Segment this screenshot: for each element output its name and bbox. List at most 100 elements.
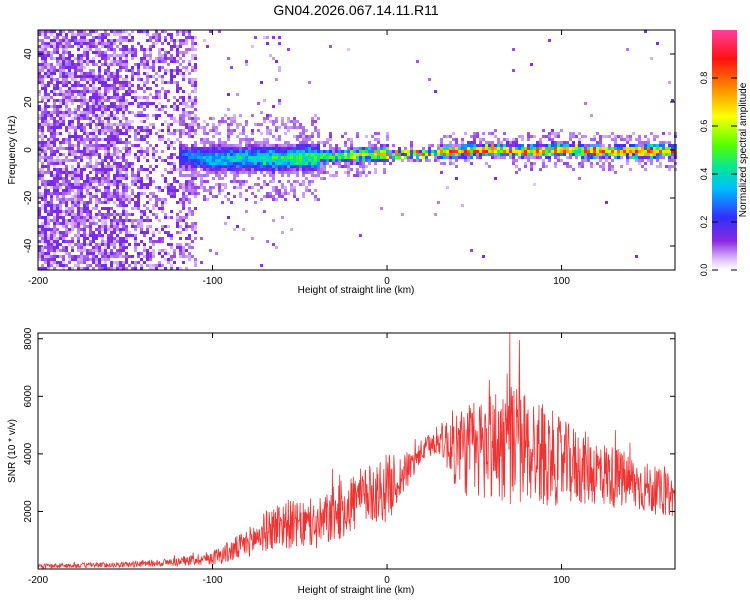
spectrogram-cell	[47, 126, 50, 129]
spectrogram-cell	[110, 243, 113, 246]
spectrogram-cell	[119, 81, 122, 84]
spectrogram-cell	[164, 120, 167, 123]
spectrogram-cell	[167, 42, 170, 45]
spectrogram-cell	[191, 39, 194, 42]
spectrogram-cell	[440, 162, 443, 165]
spectrogram-cell	[38, 144, 41, 147]
spectrogram-cell	[53, 150, 56, 153]
spectrogram-cell	[365, 153, 368, 156]
spectrogram-cell	[41, 75, 44, 78]
spectrogram-cell	[83, 141, 86, 144]
spectrogram-cell	[131, 213, 134, 216]
spectrogram-cell	[188, 243, 191, 246]
spectrogram-cell	[101, 123, 104, 126]
spectrogram-cell	[155, 213, 158, 216]
spectrogram-cell	[47, 162, 50, 165]
spectrogram-cell	[161, 87, 164, 90]
spectrogram-cell	[170, 69, 173, 72]
spectrogram-cell	[596, 141, 599, 144]
spectrogram-cell	[560, 144, 563, 147]
spectrogram-cell	[482, 144, 485, 147]
spectrogram-cell	[152, 192, 155, 195]
spectrogram-cell	[44, 183, 47, 186]
spectrogram-cell	[179, 123, 182, 126]
spectrogram-cell	[74, 69, 77, 72]
spectrogram-cell	[266, 42, 269, 45]
spectrogram-cell	[47, 210, 50, 213]
spectrogram-cell	[635, 156, 638, 159]
spectrogram-cell	[164, 111, 167, 114]
spectrogram-cell	[323, 162, 326, 165]
spectrogram-cell	[161, 54, 164, 57]
spectrogram-cell	[482, 153, 485, 156]
spectrogram-cell	[107, 195, 110, 198]
spectrogram-cell	[92, 267, 95, 270]
spectrogram-cell	[41, 240, 44, 243]
spectrogram-cell	[77, 198, 80, 201]
spectrogram-cell	[104, 90, 107, 93]
spectrogram-cell	[50, 39, 53, 42]
spectrogram-cell	[179, 267, 182, 270]
spectrogram-cell	[59, 234, 62, 237]
spectrogram-cell	[188, 210, 191, 213]
spectrogram-cell	[296, 150, 299, 153]
spectrogram-cell	[110, 87, 113, 90]
spectrogram-cell	[95, 234, 98, 237]
spectrogram-cell	[137, 87, 140, 90]
spectrogram-cell	[80, 153, 83, 156]
spectrogram-cell	[155, 267, 158, 270]
spectrogram-cell	[353, 150, 356, 153]
spectrogram-cell	[398, 156, 401, 159]
spectrogram-cell	[188, 213, 191, 216]
spectrogram-cell	[125, 57, 128, 60]
spectrogram-cell	[185, 186, 188, 189]
spectrogram-cell	[110, 114, 113, 117]
spectrogram-cell	[161, 129, 164, 132]
spectrogram-cell	[101, 207, 104, 210]
spectrogram-cell	[203, 153, 206, 156]
spectrogram-cell	[644, 153, 647, 156]
spectrogram-cell	[113, 63, 116, 66]
spectrogram-cell	[65, 66, 68, 69]
spectrogram-cell	[140, 192, 143, 195]
spectrogram-cell	[56, 48, 59, 51]
spectrogram-cell	[143, 261, 146, 264]
spectrogram-cell	[53, 90, 56, 93]
spectrogram-cell	[38, 240, 41, 243]
spectrogram-cell	[101, 159, 104, 162]
spectrogram-cell	[53, 168, 56, 171]
spectrogram-cell	[119, 171, 122, 174]
spectrogram-cell	[80, 102, 83, 105]
spectrogram-cell	[155, 84, 158, 87]
spectrogram-cell	[518, 147, 521, 150]
spectrogram-cell	[41, 51, 44, 54]
spectrogram-cell	[122, 30, 125, 33]
spectrogram-cell	[668, 168, 671, 171]
spectrogram-cell	[305, 153, 308, 156]
spectrogram-cell	[188, 246, 191, 249]
spectrogram-cell	[119, 156, 122, 159]
spectrogram-cell	[212, 177, 215, 180]
spectrogram-cell	[218, 30, 221, 33]
spectrogram-cell	[113, 201, 116, 204]
spectrogram-cell	[140, 63, 143, 66]
spectrogram-cell	[275, 126, 278, 129]
spectrogram-cell	[44, 186, 47, 189]
spectrogram-cell	[110, 78, 113, 81]
spectrogram-cell	[170, 123, 173, 126]
spectrogram-cell	[158, 237, 161, 240]
spectrogram-cell	[107, 87, 110, 90]
spectrogram-cell	[92, 234, 95, 237]
spectrogram-cell	[626, 141, 629, 144]
spectrogram-cell	[311, 165, 314, 168]
spectrogram-cell	[548, 153, 551, 156]
spectrogram-cell	[110, 144, 113, 147]
spectrogram-cell	[86, 54, 89, 57]
spectrogram-cell	[149, 39, 152, 42]
spectrogram-cell	[641, 165, 644, 168]
spectrogram-cell	[488, 150, 491, 153]
spectrogram-cell	[104, 132, 107, 135]
spectrogram-cell	[65, 183, 68, 186]
spectrogram-cell	[428, 144, 431, 147]
spectrogram-cell	[617, 156, 620, 159]
